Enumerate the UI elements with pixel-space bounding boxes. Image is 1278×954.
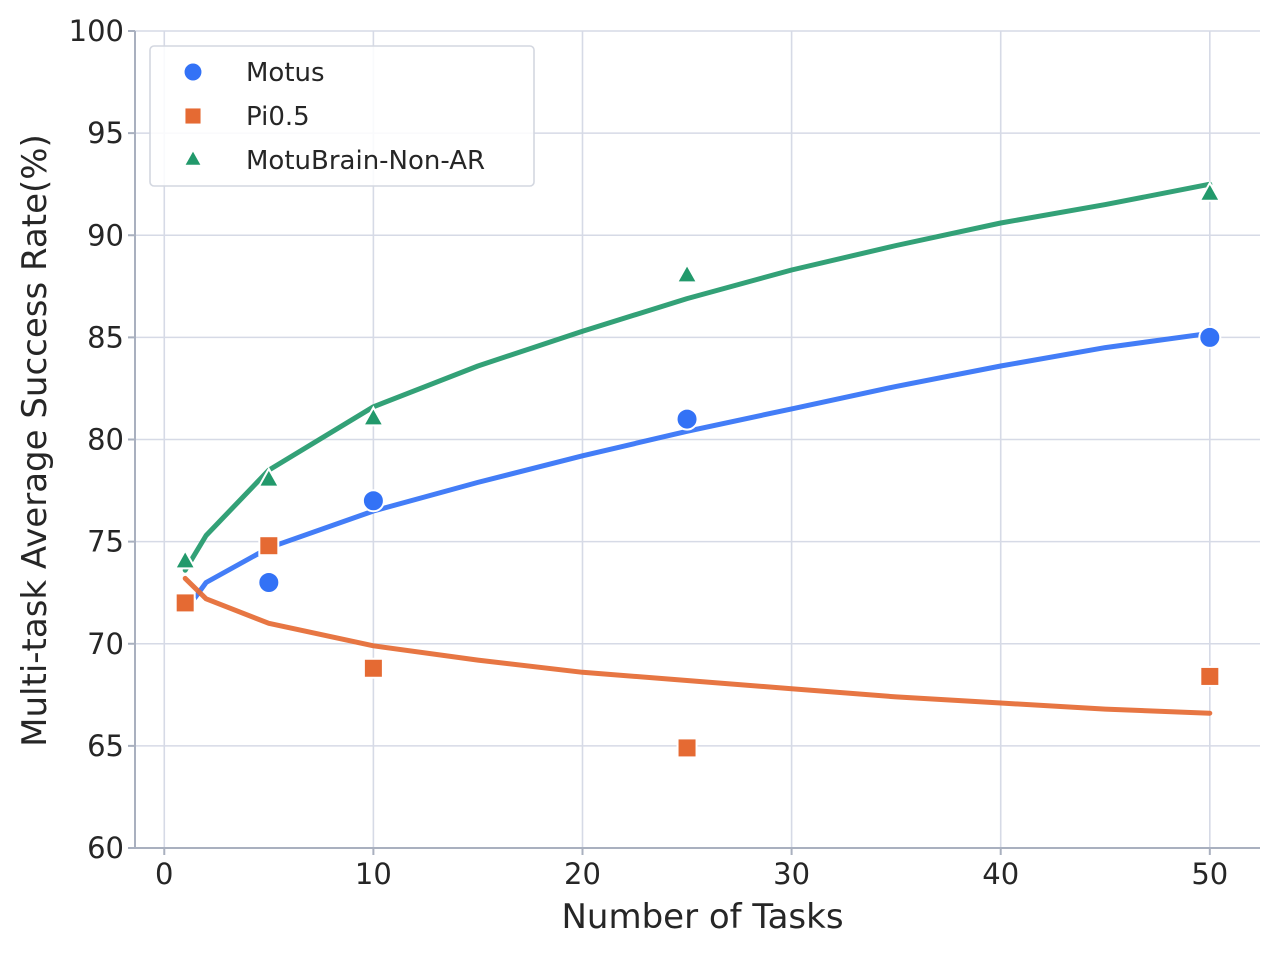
x-tick-label: 0 <box>155 857 173 891</box>
x-tick-label: 10 <box>355 857 392 891</box>
x-tick-label: 30 <box>773 857 810 891</box>
y-axis-title: Multi-task Average Success Rate(%) <box>15 134 55 747</box>
point-motubrain-non-ar <box>257 466 281 488</box>
y-tick-label: 90 <box>87 218 124 252</box>
point-motubrain-non-ar <box>173 548 197 570</box>
point-motus <box>1198 325 1222 349</box>
fit-curve-motus <box>182 330 1213 614</box>
point-motubrain-non-ar <box>675 262 699 284</box>
point-motubrain-non-ar <box>361 405 386 427</box>
data-points <box>173 180 1222 759</box>
legend-marker-motus <box>182 61 204 83</box>
fit-curves <box>182 181 1213 716</box>
y-tick-label: 75 <box>87 525 124 559</box>
axes: 0 10 20 30 40 50 60 65 70 75 80 85 90 95 100 Number of … <box>15 14 1260 937</box>
point-pi0-5 <box>1199 665 1221 687</box>
y-tick-label: 70 <box>87 627 124 661</box>
fit-curve-motubrain-non-ar <box>182 181 1213 573</box>
legend-marker-pi0-5 <box>183 106 203 126</box>
point-motus <box>675 407 699 431</box>
point-pi0-5 <box>676 737 698 759</box>
point-pi0-5 <box>258 535 280 557</box>
legend-label-pi0-5: Pi0.5 <box>246 102 310 132</box>
legend-label-motubrain-non-ar: MotuBrain-Non-AR <box>246 146 485 176</box>
x-tick-label: 50 <box>1191 857 1228 891</box>
legend-marker-motubrain-non-ar <box>182 147 204 167</box>
x-tick-label: 20 <box>564 857 601 891</box>
y-tick-label: 80 <box>87 423 124 457</box>
y-tick-label: 65 <box>87 729 124 763</box>
legend: Motus Pi0.5 MotuBrain-Non-AR <box>149 45 535 187</box>
y-tick-label: 100 <box>69 14 124 48</box>
fit-curve-pi0-5 <box>182 575 1213 716</box>
legend-label-motus: Motus <box>246 58 325 88</box>
x-axis-title: Number of Tasks <box>561 897 843 937</box>
legend-box <box>149 45 535 187</box>
point-pi0-5 <box>174 592 196 614</box>
y-tick-label: 85 <box>87 320 124 354</box>
point-motubrain-non-ar <box>1198 180 1222 202</box>
point-motus <box>257 570 281 594</box>
point-pi0-5 <box>362 657 384 679</box>
x-tick-label: 40 <box>982 857 1019 891</box>
y-tick-label: 95 <box>87 116 124 150</box>
point-motus <box>361 489 385 513</box>
y-tick-label: 60 <box>87 831 124 865</box>
